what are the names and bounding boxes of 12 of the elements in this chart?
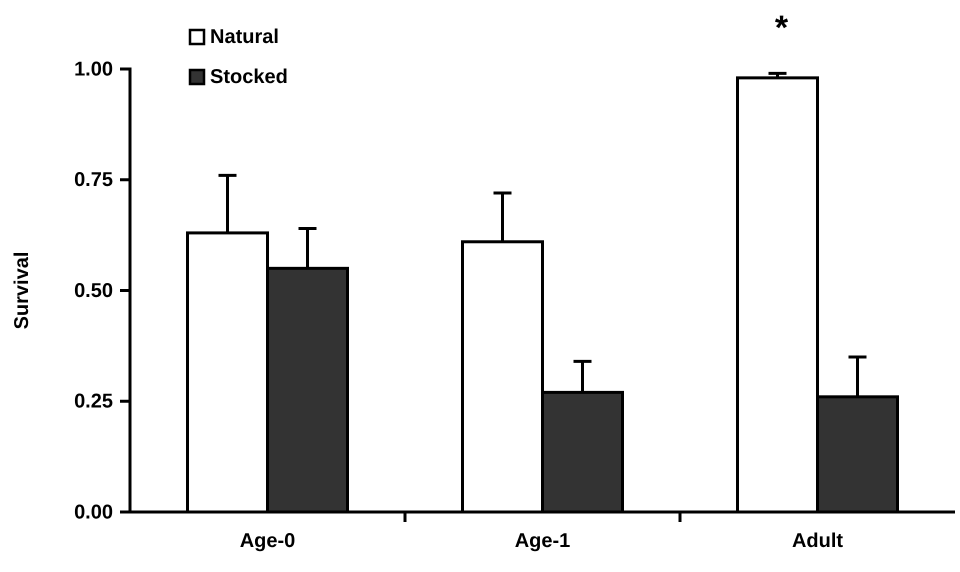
text: *: [774, 9, 789, 47]
legend-label: Stocked: [210, 66, 288, 88]
x-tick-label: Age-0: [240, 530, 296, 552]
y-tick-label: 0.50: [74, 280, 113, 302]
legend-label: Natural: [210, 26, 279, 48]
x-tick-label: Age-1: [514, 530, 570, 552]
y-axis-title: Survival: [11, 252, 33, 330]
x-tick-label: Adult: [792, 530, 844, 552]
y-tick-label: 0.75: [74, 169, 113, 192]
y-tick-label: 0.25: [74, 390, 113, 413]
y-tick-label: 1.00: [74, 58, 113, 80]
y-tick-label: 0.00: [74, 501, 113, 524]
